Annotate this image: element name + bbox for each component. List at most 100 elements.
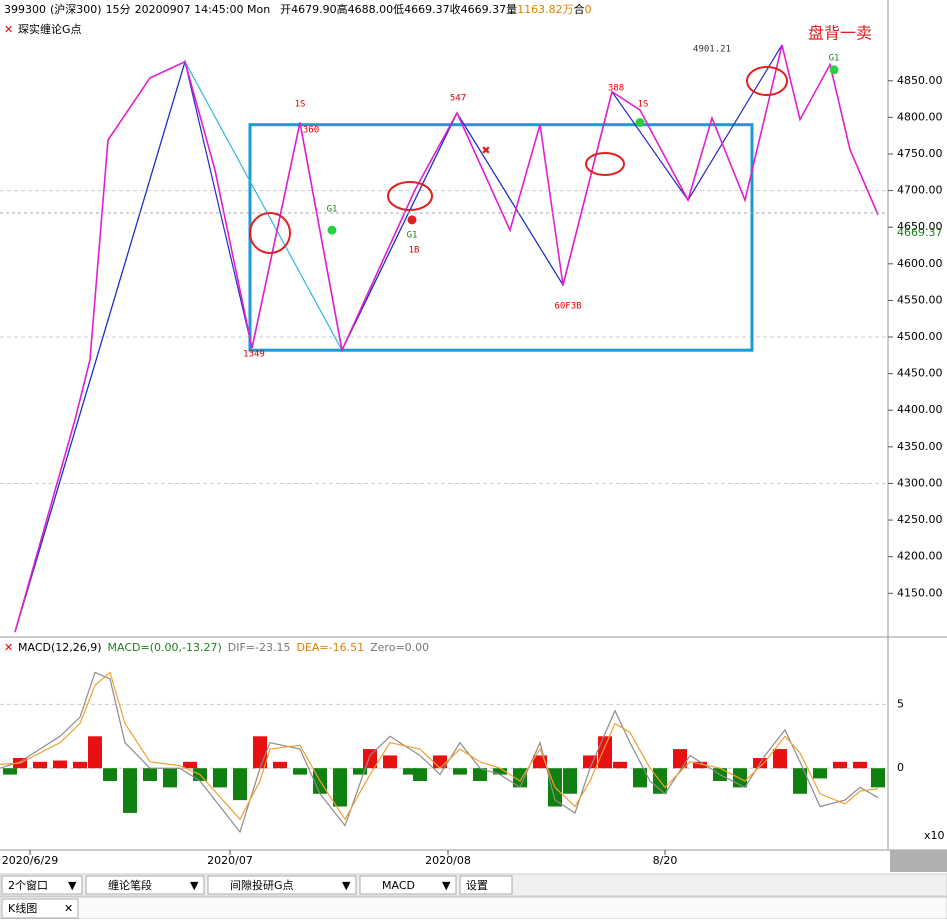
x-tick-label: 2020/07	[207, 854, 253, 867]
cross-marker: ✖	[481, 144, 490, 157]
y-tick-label: 4700.00	[897, 184, 943, 197]
y-tick-label: 4500.00	[897, 330, 943, 343]
tab[interactable]	[1, 898, 79, 919]
toolbar-label: 设置	[466, 879, 488, 892]
open: 开4679.90	[280, 3, 337, 16]
code: 399300	[4, 3, 46, 16]
toolbar-button[interactable]	[459, 875, 513, 895]
macd-bar	[273, 761, 287, 769]
datetime: 20200907 14:45:00 Mon	[135, 3, 271, 16]
annotation: 4901.21	[693, 45, 731, 55]
macd-bar	[163, 768, 177, 788]
annotation: 1S	[638, 100, 649, 110]
annotation: 1S	[295, 100, 306, 110]
signal-dot	[407, 215, 417, 225]
y-tick-label: 4550.00	[897, 293, 943, 306]
tab-close[interactable]: ✕	[64, 902, 73, 915]
annotation: G1	[829, 54, 840, 64]
macd-bar	[598, 736, 612, 769]
scroll-block	[890, 850, 947, 872]
macd-bar	[773, 749, 787, 769]
x-tick-label: 8/20	[653, 854, 678, 867]
last-price-label: 4669.37	[897, 226, 943, 239]
toolbar-label: MACD	[382, 879, 415, 892]
macd-bar	[123, 768, 137, 813]
macd-bar	[693, 761, 707, 769]
period: 15分	[106, 3, 131, 16]
macd-bar	[583, 755, 597, 769]
dropdown-arrow[interactable]: ▼	[442, 879, 451, 892]
macd-bar	[453, 768, 467, 775]
macd-header: MACD(12,26,9) MACD=(0.00,-13.27) DIF=-23.1…	[18, 641, 429, 654]
dropdown-arrow[interactable]: ▼	[68, 879, 77, 892]
tab-label: K线图	[8, 901, 37, 915]
y-tick-label: 4450.00	[897, 367, 943, 380]
indicator-name: 琛实缠论G点	[18, 22, 82, 36]
macd-bar	[563, 768, 577, 794]
macd-bar	[293, 768, 307, 775]
toolbar-button[interactable]	[1, 875, 83, 895]
tabbar-bg	[0, 896, 947, 920]
header: 399300 (沪深300) 15分 20200907 14:45:00 Mon 开46…	[4, 2, 592, 16]
highlight-circle	[746, 66, 788, 96]
macd-line	[0, 671, 879, 821]
toolbar: K线图 ✕ 2个窗口 ▼ 缠论笔段 ▼ 间隙投研G点 ▼ MACD ▼ 设置	[0, 873, 947, 920]
y-tick-label: 4750.00	[897, 147, 943, 160]
annotation: 360	[303, 126, 319, 136]
annotation: 60F3B	[554, 302, 581, 312]
toolbar-label: 缠论笔段	[108, 878, 152, 892]
annotation: 1349	[243, 350, 265, 360]
close-icon[interactable]: ✕	[4, 641, 13, 654]
toolbar-button[interactable]	[207, 875, 357, 895]
macd-bar	[353, 768, 367, 775]
zigzag-line	[14, 44, 879, 633]
close-icon[interactable]: ✕	[4, 23, 13, 36]
he: 0	[585, 3, 592, 16]
y-tick-label: 4400.00	[897, 403, 943, 416]
highlight-circle	[387, 181, 433, 211]
highlight-circle	[249, 212, 291, 254]
name: (沪深300)	[50, 2, 102, 16]
y-tick-label: 4150.00	[897, 586, 943, 599]
macd-bar	[73, 761, 87, 769]
y-tick-label: 4350.00	[897, 440, 943, 453]
annotation: G1	[407, 231, 418, 241]
y-tick-label: 4200.00	[897, 550, 943, 563]
macd-bar	[143, 768, 157, 781]
y-tick-label: 4300.00	[897, 476, 943, 489]
close: 收4669.37	[450, 2, 507, 16]
annotation: 547	[450, 94, 466, 104]
volume: 1163.82万	[517, 3, 574, 16]
low: 低4669.37	[393, 3, 450, 16]
y-tick-label: 4800.00	[897, 110, 943, 123]
dropdown-arrow[interactable]: ▼	[342, 879, 351, 892]
macd-bar	[213, 768, 227, 788]
highlight-circle	[585, 152, 625, 176]
annotation: G1	[327, 205, 338, 215]
signal-dot	[635, 118, 645, 127]
macd-bar	[871, 768, 885, 788]
macd-bar	[88, 736, 102, 769]
macd-bar	[103, 768, 117, 781]
toolbar-button[interactable]	[85, 875, 205, 895]
macd-bar	[473, 768, 487, 781]
macd-unit: x10	[924, 829, 945, 842]
zero-value: Zero=0.00	[370, 641, 429, 654]
macd-bar	[413, 768, 427, 781]
signal-dot	[829, 65, 839, 75]
y-tick-label: 0	[897, 761, 904, 774]
annotation: 1B	[409, 246, 420, 256]
dropdown-arrow[interactable]: ▼	[190, 879, 199, 892]
macd-bar	[853, 761, 867, 769]
macd-bar	[363, 749, 377, 769]
toolbar-button[interactable]	[359, 875, 457, 895]
macd-value: MACD=(0.00,-13.27)	[108, 641, 222, 654]
macd-bar	[673, 749, 687, 769]
macd-bar	[613, 761, 627, 769]
macd-bar	[3, 768, 17, 775]
y-tick-label: 4600.00	[897, 257, 943, 270]
volume-label: 量	[506, 3, 517, 16]
dif-value: DIF=-23.15	[228, 641, 291, 654]
y-tick-label: 5	[897, 697, 904, 710]
